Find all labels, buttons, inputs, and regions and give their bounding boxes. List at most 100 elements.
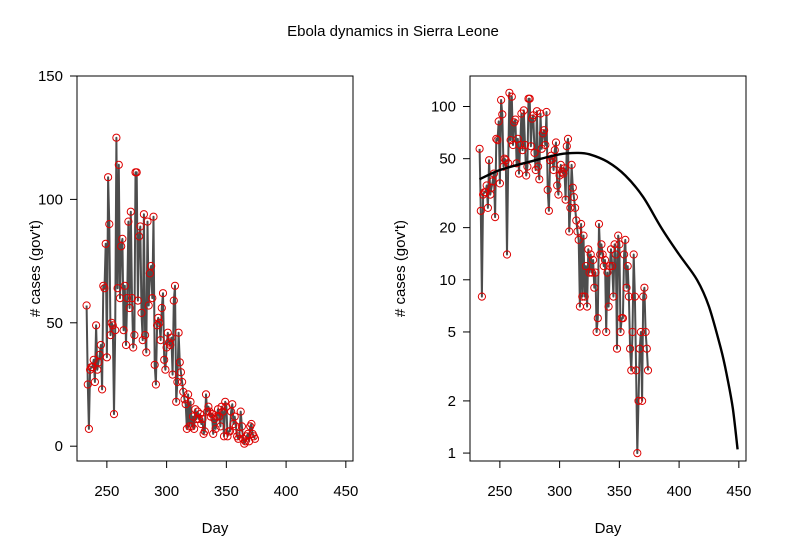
data-point (83, 380, 92, 389)
data-point (530, 148, 539, 157)
data-point (585, 268, 594, 277)
data-point (581, 262, 591, 271)
data-point (602, 327, 611, 337)
data-point (96, 340, 106, 350)
data-point (158, 289, 168, 298)
data-point (624, 292, 634, 301)
data-point (569, 193, 579, 202)
data-point (482, 181, 491, 190)
x-tick-label: 350 (607, 483, 632, 500)
data-point (196, 410, 205, 419)
data-point (209, 429, 218, 438)
data-point (622, 283, 631, 292)
data-point (149, 212, 158, 221)
data-point (639, 292, 648, 301)
data-point (150, 360, 159, 369)
data-point (553, 181, 562, 190)
y-tick-label: 20 (439, 220, 456, 237)
data-point (178, 377, 187, 387)
data-point (185, 422, 194, 431)
data-point (132, 168, 141, 177)
y-tick-label: 5 (448, 324, 456, 341)
data-point (133, 296, 142, 305)
y-axis-label: # cases (gov't) (392, 220, 409, 317)
data-point (519, 106, 528, 115)
data-point (187, 422, 196, 431)
data-point (483, 203, 492, 212)
data-point (597, 240, 606, 249)
data-point (604, 302, 613, 311)
data-point (142, 348, 151, 357)
data-point (611, 250, 620, 259)
data-point (511, 115, 520, 124)
data-point (589, 255, 598, 265)
data-point (592, 327, 601, 337)
data-point (236, 407, 245, 416)
data-point (477, 292, 486, 301)
data-point (100, 284, 109, 293)
data-point (204, 402, 213, 411)
data-point (174, 328, 183, 337)
data-point (136, 222, 145, 231)
x-tick-label: 300 (154, 483, 179, 500)
data-point (170, 281, 180, 290)
data-point (111, 326, 120, 335)
data-point (623, 262, 632, 271)
data-point (554, 190, 563, 199)
data-point (135, 232, 144, 241)
data-point (148, 294, 157, 303)
data-point (210, 414, 219, 424)
data-point (114, 160, 123, 169)
x-tick-label: 250 (94, 483, 119, 500)
x-tick-label: 450 (333, 483, 358, 500)
data-point (549, 165, 558, 175)
data-point (124, 217, 133, 226)
data-point (522, 171, 531, 180)
data-point (237, 422, 246, 431)
data-point (181, 400, 190, 409)
y-tick-label: 50 (46, 315, 63, 332)
y-axis-label: # cases (gov't) (27, 220, 44, 317)
data-point (201, 390, 211, 399)
data-point (587, 268, 597, 277)
data-point (540, 126, 549, 135)
data-point (616, 327, 625, 337)
data-point (225, 427, 234, 436)
data-point (488, 177, 497, 186)
y-tick-label: 10 (439, 272, 456, 289)
data-point (105, 220, 114, 229)
y-tick-label: 1 (448, 445, 456, 462)
y-tick-label: 100 (38, 191, 63, 208)
data-point (551, 138, 561, 147)
data-point (608, 262, 617, 271)
data-point (186, 397, 195, 406)
data-point (574, 235, 583, 244)
data-point (636, 327, 646, 337)
data-point (492, 134, 501, 143)
x-tick-label: 450 (726, 483, 751, 500)
left-panel-linear: 250 300 350 400 450 Day 0 50 100 150 # cases (gov'… (27, 68, 358, 537)
data-point (567, 160, 576, 169)
data-point (90, 377, 100, 387)
data-point (516, 140, 525, 150)
y-tick-label: 0 (55, 438, 63, 455)
data-point (112, 133, 121, 142)
x-tick-label: 250 (487, 483, 512, 500)
data-point (108, 321, 117, 330)
data-point (160, 355, 169, 364)
main-title: Ebola dynamics in Sierra Leone (287, 23, 499, 40)
data-point (84, 424, 94, 433)
data-point (605, 262, 614, 271)
data-point (550, 146, 559, 155)
data-point (584, 245, 593, 254)
y-tick-label: 150 (38, 68, 63, 85)
data-point (643, 366, 653, 375)
data-point (578, 292, 587, 301)
data-point (120, 281, 129, 290)
data-point (599, 262, 608, 271)
data-point (89, 355, 98, 364)
data-point (628, 327, 637, 337)
data-point (223, 432, 232, 441)
data-point (518, 146, 527, 155)
data-point (494, 117, 503, 126)
